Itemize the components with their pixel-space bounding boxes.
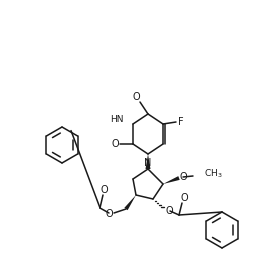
Text: O: O (132, 92, 140, 102)
Text: O: O (105, 209, 113, 219)
Polygon shape (124, 195, 136, 210)
Text: O: O (111, 139, 119, 149)
Text: O: O (180, 193, 188, 203)
Polygon shape (146, 154, 151, 169)
Text: F: F (178, 117, 184, 127)
Text: O: O (179, 172, 187, 182)
Text: HN: HN (111, 116, 124, 124)
Text: O: O (165, 206, 173, 216)
Polygon shape (163, 176, 180, 184)
Text: O: O (100, 185, 108, 195)
Text: CH$_3$: CH$_3$ (204, 168, 223, 180)
Text: N: N (144, 158, 152, 168)
